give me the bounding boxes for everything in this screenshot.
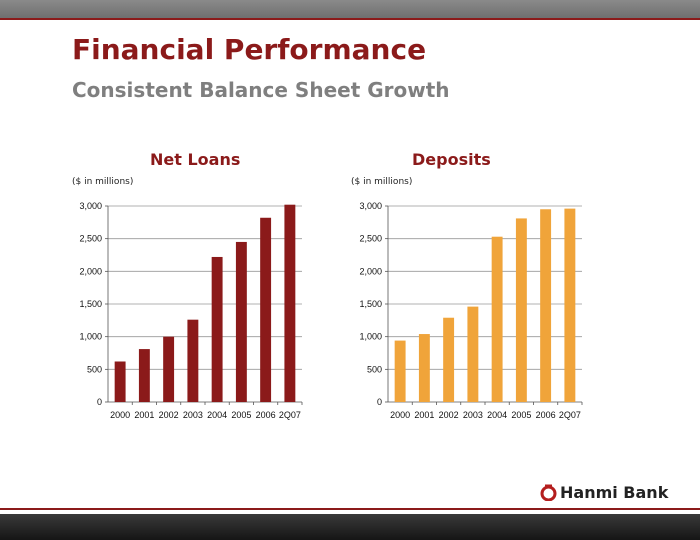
y-tick-label: 500 bbox=[87, 364, 102, 374]
y-tick-label: 1,000 bbox=[79, 332, 102, 342]
bottom-divider bbox=[0, 508, 700, 510]
y-tick-label: 2,000 bbox=[79, 266, 102, 276]
hanmi-emblem-icon bbox=[540, 484, 557, 501]
bar bbox=[515, 218, 527, 402]
page-subtitle: Consistent Balance Sheet Growth bbox=[72, 78, 450, 102]
y-tick-label: 2,000 bbox=[359, 266, 382, 276]
bar bbox=[467, 306, 479, 402]
x-tick-label: 2000 bbox=[390, 410, 410, 420]
x-tick-label: 2006 bbox=[256, 410, 276, 420]
y-tick-label: 3,000 bbox=[79, 201, 102, 211]
bar bbox=[491, 236, 503, 402]
y-tick-label: 3,000 bbox=[359, 201, 382, 211]
x-tick-label: 2Q07 bbox=[559, 410, 581, 420]
x-tick-label: 2005 bbox=[511, 410, 531, 420]
y-tick-label: 2,500 bbox=[79, 234, 102, 244]
deposits-chart-title: Deposits bbox=[412, 150, 491, 169]
y-tick-label: 1,500 bbox=[79, 299, 102, 309]
x-tick-label: 2004 bbox=[207, 410, 227, 420]
x-tick-label: 2003 bbox=[183, 410, 203, 420]
x-tick-label: 2002 bbox=[439, 410, 459, 420]
bar bbox=[418, 334, 430, 402]
bar bbox=[114, 361, 126, 402]
x-tick-label: 2003 bbox=[463, 410, 483, 420]
y-tick-label: 0 bbox=[97, 397, 102, 407]
x-tick-label: 2Q07 bbox=[279, 410, 301, 420]
bar bbox=[443, 317, 455, 402]
bar bbox=[163, 336, 175, 402]
bar bbox=[394, 340, 406, 402]
top-divider bbox=[0, 18, 700, 20]
deposits-unit-label: ($ in millions) bbox=[351, 177, 413, 187]
x-tick-label: 2001 bbox=[134, 410, 154, 420]
loans-chart-title: Net Loans bbox=[150, 150, 241, 169]
net-loans-chart: 0 500 1,000 1,500 2,000 2,500 3,000 2000 2001 200… bbox=[79, 201, 303, 420]
hanmi-logo: Hanmi Bank bbox=[540, 483, 668, 502]
x-tick-label: 2001 bbox=[414, 410, 434, 420]
bar bbox=[284, 204, 296, 402]
x-tick-label: 2000 bbox=[110, 410, 130, 420]
bar bbox=[540, 209, 552, 402]
bar bbox=[138, 349, 150, 402]
deposits-chart: 0 500 1,000 1,500 2,000 2,500 3,000 2000 2001 200… bbox=[359, 201, 583, 420]
x-tick-label: 2006 bbox=[536, 410, 556, 420]
bar bbox=[235, 241, 247, 402]
x-tick-label: 2005 bbox=[231, 410, 251, 420]
y-tick-label: 1,000 bbox=[359, 332, 382, 342]
y-tick-label: 500 bbox=[367, 364, 382, 374]
y-tick-label: 0 bbox=[377, 397, 382, 407]
x-tick-label: 2002 bbox=[159, 410, 179, 420]
top-banner bbox=[0, 0, 700, 18]
bar bbox=[187, 319, 199, 402]
y-tick-label: 1,500 bbox=[359, 299, 382, 309]
bar bbox=[260, 217, 272, 402]
x-tick-label: 2004 bbox=[487, 410, 507, 420]
y-tick-label: 2,500 bbox=[359, 234, 382, 244]
bar bbox=[564, 208, 576, 402]
loans-unit-label: ($ in millions) bbox=[72, 177, 134, 187]
brand-name: Hanmi Bank bbox=[560, 483, 669, 502]
bottom-banner bbox=[0, 514, 700, 540]
bar bbox=[211, 256, 223, 402]
page-title: Financial Performance bbox=[72, 33, 427, 66]
